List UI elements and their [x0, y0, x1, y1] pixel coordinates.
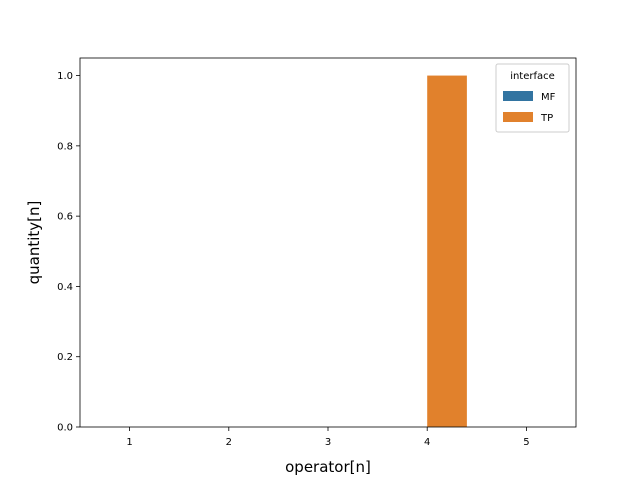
y-tick-label: 1.0: [57, 71, 73, 82]
bar-tp-4: [427, 75, 467, 427]
x-tick-label: 5: [523, 437, 529, 448]
y-axis-label: quantity[n]: [25, 201, 43, 285]
y-tick-label: 0.8: [57, 141, 73, 152]
x-tick-label: 4: [424, 437, 430, 448]
legend-swatch-tp: [503, 112, 533, 122]
legend-label-mf: MF: [541, 92, 556, 103]
y-tick-label: 0.0: [57, 423, 73, 434]
y-tick-label: 0.6: [57, 212, 73, 223]
bars-group: [427, 75, 467, 427]
y-tick-label: 0.2: [57, 352, 73, 363]
y-axis-ticks: 0.0 0.2 0.4 0.6 0.8 1.0: [57, 71, 80, 434]
y-tick-label: 0.4: [57, 282, 73, 293]
x-tick-label: 1: [126, 437, 132, 448]
legend-swatch-mf: [503, 91, 533, 101]
legend-items: MF TP: [503, 91, 556, 124]
legend-title: interface: [510, 71, 555, 82]
x-axis-label: operator[n]: [285, 458, 371, 476]
legend: interface MF TP: [495, 63, 570, 133]
x-tick-label: 2: [226, 437, 232, 448]
plot-area-frame: [79, 57, 577, 428]
x-axis-ticks: 1 2 3 4 5: [126, 427, 530, 448]
x-tick-label: 3: [325, 437, 331, 448]
legend-label-tp: TP: [540, 113, 553, 124]
